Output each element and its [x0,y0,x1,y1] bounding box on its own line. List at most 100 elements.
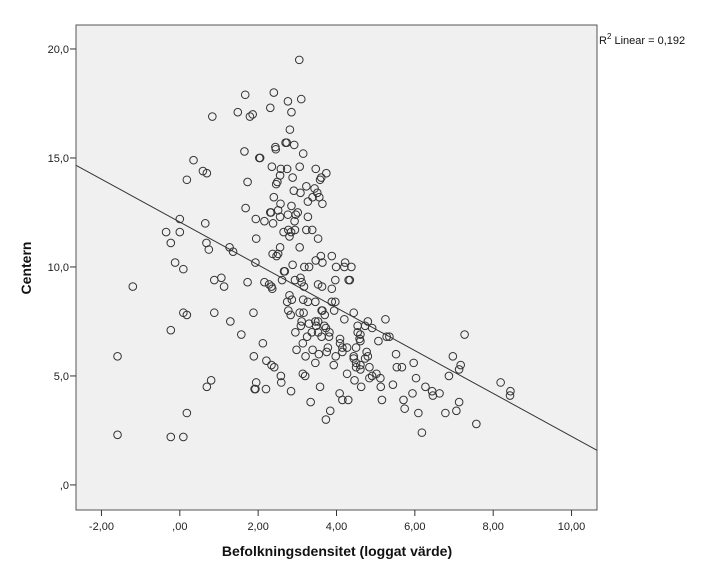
data-point [367,323,377,333]
data-point [204,245,214,254]
data-point [351,343,361,352]
y-tick-label: 20,0 [48,44,69,56]
data-point [381,314,390,324]
data-point [311,358,320,368]
data-point [318,199,327,209]
data-point [304,319,314,328]
data-point [411,373,421,383]
data-point [249,308,258,318]
data-point [329,360,339,370]
data-point [226,317,235,326]
data-point [327,251,337,261]
data-point [233,107,243,117]
data-point [315,382,325,392]
data-points [113,55,515,442]
data-point [313,234,323,243]
x-tick-label: 4,00 [326,521,347,533]
data-point [338,343,347,352]
data-point [377,395,387,405]
data-point [374,336,383,346]
data-point [287,295,297,304]
data-point [460,330,469,339]
data-point [363,352,373,361]
data-point [397,362,407,372]
data-point [335,338,345,348]
data-point [365,373,374,383]
data-point [335,334,345,344]
data-point [331,275,340,285]
data-point [421,382,430,392]
data-point [296,94,306,104]
data-point [267,162,277,171]
data-point [276,164,286,174]
x-tick-label: 10,00 [558,521,586,533]
data-point [311,317,320,326]
data-point [365,362,374,372]
x-tick-label: -2,00 [89,521,114,533]
data-point [452,406,461,416]
y-axis: ,0 5,0 10,0 15,0 20,0 [48,44,76,492]
data-point [311,164,321,174]
data-point [414,408,423,418]
data-point [269,362,279,372]
data-point [307,225,317,235]
data-point [293,208,303,217]
data-point [276,371,286,381]
data-point [251,384,260,394]
data-point [338,395,347,405]
data-point [313,317,323,326]
data-point [202,168,212,178]
data-point [237,330,246,339]
data-point [316,251,326,261]
y-tick-label: 5,0 [54,371,69,383]
data-point [391,349,401,359]
data-point [228,247,238,256]
data-point [311,297,320,307]
data-point [290,216,299,226]
data-point [268,219,278,228]
data-point [285,125,295,134]
data-point [275,212,285,222]
data-point [264,280,274,289]
data-point [251,378,261,387]
r2-label: R2 Linear = 0,192 [599,32,685,47]
data-point [269,88,279,97]
data-point [454,365,464,374]
data-point [331,262,341,272]
x-tick-label: ,00 [172,521,187,533]
data-point [385,332,394,342]
data-point [288,260,297,270]
data-point [289,186,299,195]
data-point [295,162,304,171]
data-point [182,310,192,320]
data-point [356,365,365,374]
data-point [300,262,309,272]
data-point [388,380,398,389]
data-point [217,273,226,283]
data-point [399,395,408,405]
data-point [456,360,465,370]
data-point [356,330,365,339]
data-point [472,419,481,429]
data-point [300,371,310,381]
data-point [166,325,176,335]
data-point [289,140,299,150]
y-tick-label: ,0 [60,480,69,492]
data-point [314,349,324,359]
data-point [321,415,331,424]
data-point [298,369,308,379]
data-point [273,249,283,259]
data-point [276,378,286,387]
data-point [349,354,359,363]
data-point [161,227,171,237]
data-point [251,234,261,243]
data-point [280,267,290,276]
data-point [506,386,515,396]
data-point [271,144,281,154]
data-point [113,352,122,361]
data-point [296,321,306,331]
data-point [295,243,304,252]
data-point [400,404,409,413]
data-point [206,376,216,385]
data-point [255,153,265,163]
